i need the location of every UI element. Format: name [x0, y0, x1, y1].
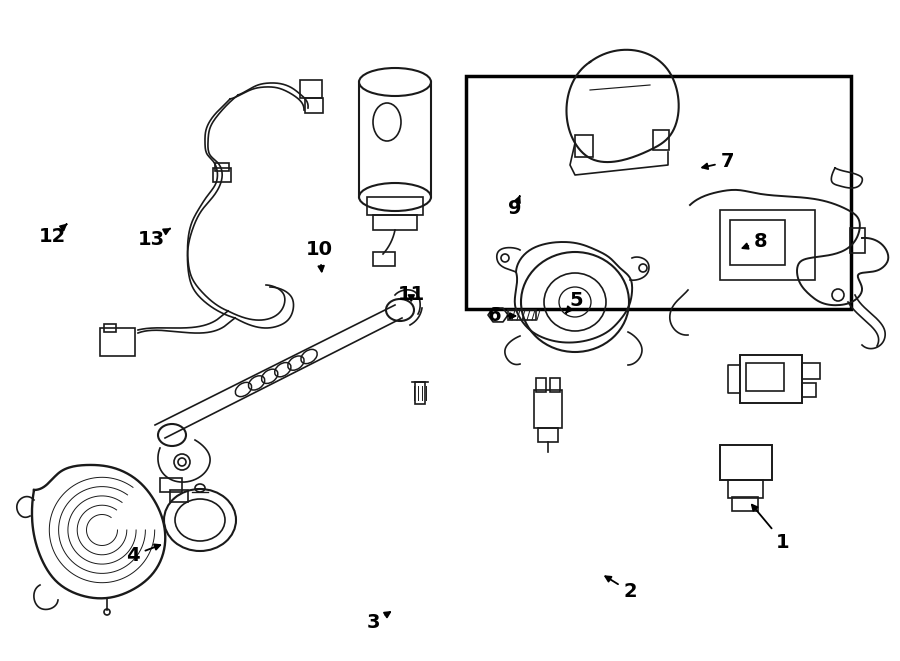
Bar: [732, 497, 758, 511]
Bar: [746, 363, 784, 391]
Bar: [170, 490, 188, 502]
Text: 9: 9: [508, 196, 521, 217]
Bar: [536, 378, 546, 392]
Text: 5: 5: [566, 292, 583, 313]
Bar: [802, 383, 816, 397]
Bar: [100, 328, 135, 356]
Bar: [466, 76, 850, 309]
Bar: [534, 390, 562, 428]
Text: 1: 1: [752, 505, 790, 551]
Bar: [850, 228, 865, 253]
Bar: [802, 363, 820, 379]
Bar: [575, 135, 593, 157]
Bar: [550, 378, 560, 392]
Bar: [720, 210, 815, 280]
Text: 4: 4: [126, 545, 160, 564]
Text: 6: 6: [488, 307, 516, 325]
Bar: [720, 445, 772, 480]
Bar: [728, 480, 763, 498]
Text: 10: 10: [306, 241, 333, 272]
Bar: [508, 310, 536, 320]
Bar: [300, 80, 322, 98]
Text: 11: 11: [398, 285, 425, 303]
Text: 12: 12: [39, 224, 67, 246]
Bar: [730, 220, 785, 265]
Bar: [213, 168, 231, 182]
Bar: [305, 98, 323, 113]
Bar: [415, 382, 425, 404]
Bar: [740, 355, 802, 403]
Bar: [653, 130, 669, 150]
Bar: [215, 163, 229, 171]
Text: 13: 13: [138, 229, 170, 249]
Text: 8: 8: [742, 232, 768, 251]
Bar: [160, 478, 182, 492]
Bar: [538, 428, 558, 442]
Text: 3: 3: [367, 612, 391, 632]
Bar: [373, 215, 417, 230]
Text: 7: 7: [702, 153, 734, 171]
Bar: [104, 324, 116, 332]
Bar: [373, 252, 395, 266]
Text: 2: 2: [606, 576, 637, 601]
Bar: [367, 197, 423, 215]
